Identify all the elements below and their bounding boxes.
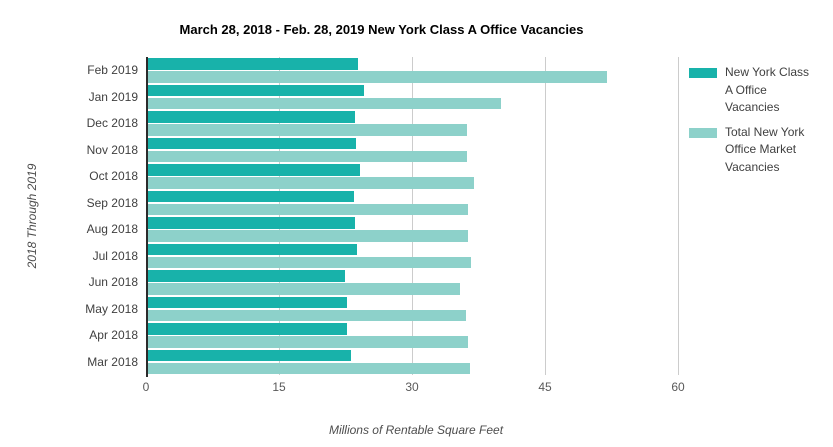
bar-class-a-aug-2018[interactable] (146, 217, 356, 229)
x-axis-ticks: 0 15 30 45 60 (0, 380, 833, 396)
bar-total-feb-2019[interactable] (146, 71, 608, 83)
legend-swatch-class-a[interactable] (689, 68, 717, 78)
bar-class-a-feb-2019[interactable] (146, 58, 358, 70)
bar-class-a-dec-2018[interactable] (146, 111, 356, 123)
gridline-x-30 (412, 57, 413, 375)
bar-group-aug-2018 (146, 216, 690, 243)
bar-group-jun-2018 (146, 269, 690, 296)
bar-group-oct-2018 (146, 163, 690, 190)
category-label-jun-2018: Jun 2018 (88, 275, 138, 289)
category-label-mar-2018: Mar 2018 (87, 354, 138, 369)
bar-class-a-jun-2018[interactable] (146, 270, 345, 282)
gridline-x-15 (279, 57, 280, 375)
category-label-oct-2018: Oct 2018 (89, 169, 138, 183)
category-label-aug-2018: Aug 2018 (86, 222, 138, 236)
bar-class-a-apr-2018[interactable] (146, 323, 348, 335)
gridline-x-45 (545, 57, 546, 375)
chart-title: March 28, 2018 - Feb. 28, 2019 New York … (179, 22, 584, 37)
category-label-sep-2018: Sep 2018 (86, 195, 138, 210)
category-label-may-2018: May 2018 (85, 301, 138, 316)
category-label-dec-2018: Dec 2018 (86, 116, 138, 130)
bar-group-dec-2018 (146, 110, 690, 137)
bar-group-feb-2019 (146, 57, 690, 84)
gridline-x-60 (678, 57, 679, 375)
bar-total-nov-2018[interactable] (146, 150, 467, 163)
bar-total-may-2018[interactable] (146, 309, 467, 322)
bar-group-apr-2018 (146, 322, 690, 349)
category-label-jul-2018: Jul 2018 (92, 248, 138, 263)
bar-total-jan-2019[interactable] (146, 97, 501, 110)
bar-total-apr-2018[interactable] (146, 336, 468, 348)
bar-class-a-jan-2019[interactable] (146, 84, 365, 97)
plot-area (146, 57, 690, 377)
bar-total-dec-2018[interactable] (146, 124, 467, 136)
legend-label-total[interactable]: Total New York Office Market Vacancies (725, 124, 805, 174)
y-axis-line (146, 57, 148, 377)
category-labels: Feb 2019 Jan 2019 Dec 2018 Nov 2018 Oct 2018… (0, 57, 138, 375)
bar-class-a-oct-2018[interactable] (146, 164, 360, 176)
bar-total-mar-2018[interactable] (146, 362, 470, 375)
bar-total-jun-2018[interactable] (146, 283, 460, 295)
x-tick-label-15: 15 (272, 380, 286, 394)
legend-item-total[interactable]: Total New York Office Market Vacancies (689, 124, 829, 177)
bar-group-jul-2018 (146, 243, 690, 270)
bar-group-nov-2018 (146, 137, 690, 164)
category-label-nov-2018: Nov 2018 (86, 142, 138, 157)
bar-total-jul-2018[interactable] (146, 256, 471, 269)
legend: New York Class A Office Vacancies Total … (689, 64, 829, 183)
x-tick-label-60: 60 (671, 380, 685, 394)
bar-group-mar-2018 (146, 349, 690, 376)
x-axis-title: Millions of Rentable Square Feet (328, 423, 504, 437)
bar-total-oct-2018[interactable] (146, 177, 475, 189)
bar-class-a-jul-2018[interactable] (146, 243, 358, 256)
bar-group-sep-2018 (146, 190, 690, 217)
bar-group-may-2018 (146, 296, 690, 323)
category-label-jan-2019: Jan 2019 (88, 89, 138, 104)
bar-group-jan-2019 (146, 84, 690, 111)
bar-class-a-sep-2018[interactable] (146, 190, 355, 203)
x-tick-label-30: 30 (405, 380, 419, 394)
legend-item-class-a[interactable]: New York Class A Office Vacancies (689, 64, 829, 117)
bar-total-sep-2018[interactable] (146, 203, 468, 216)
category-label-apr-2018: Apr 2018 (89, 328, 138, 342)
bar-class-a-mar-2018[interactable] (146, 349, 351, 362)
bar-class-a-nov-2018[interactable] (146, 137, 357, 150)
x-tick-label-0: 0 (142, 380, 150, 394)
bar-total-aug-2018[interactable] (146, 230, 468, 242)
bar-class-a-may-2018[interactable] (146, 296, 348, 309)
category-label-feb-2019: Feb 2019 (87, 63, 138, 77)
legend-swatch-total[interactable] (689, 127, 717, 138)
x-tick-label-45: 45 (538, 380, 552, 394)
legend-label-class-a[interactable]: New York Class A Office Vacancies (725, 65, 810, 114)
